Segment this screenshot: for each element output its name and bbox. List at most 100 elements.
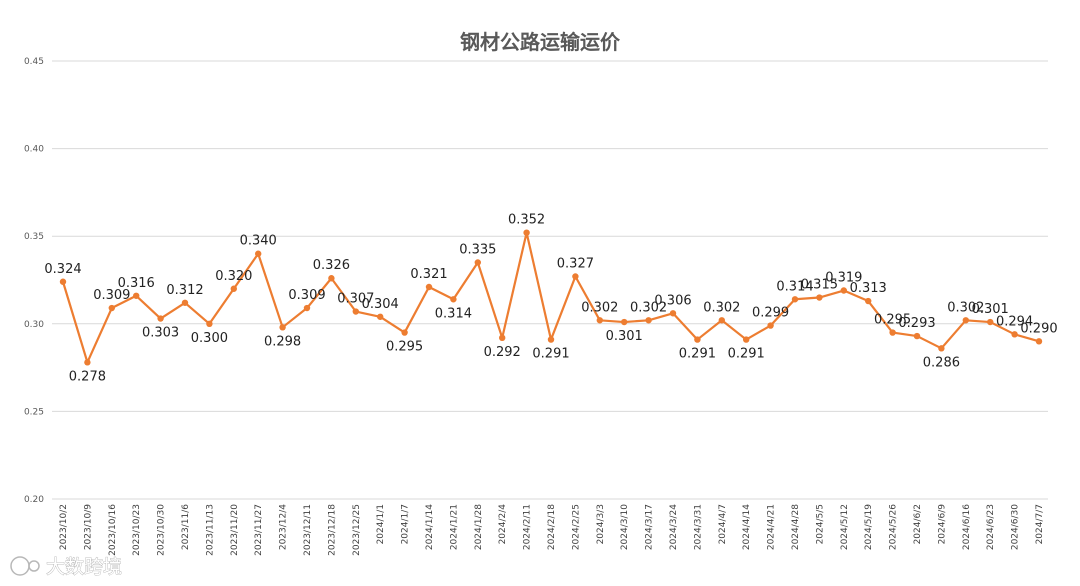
data-label: 0.314 <box>435 306 472 321</box>
data-label: 0.278 <box>69 369 106 384</box>
x-tick-label: 2023/12/4 <box>279 504 289 550</box>
x-tick-label: 2024/4/7 <box>718 504 728 544</box>
data-point <box>743 336 750 343</box>
data-point <box>352 308 359 315</box>
y-tick-label: 0.20 <box>24 495 44 505</box>
data-label: 0.320 <box>215 269 252 284</box>
data-label: 0.303 <box>142 326 179 341</box>
y-tick-label: 0.25 <box>24 407 44 417</box>
x-tick-label: 2024/1/14 <box>425 504 435 550</box>
x-tick-label: 2024/4/14 <box>742 504 752 550</box>
data-point <box>1011 331 1018 338</box>
data-label: 0.324 <box>44 262 81 277</box>
x-tick-label: 2024/7/7 <box>1035 504 1045 544</box>
x-tick-label: 2024/1/1 <box>376 504 386 544</box>
x-tick-label: 2024/3/24 <box>669 504 679 550</box>
data-point <box>840 287 847 294</box>
data-labels: 0.3240.2780.3090.3160.3030.3120.3000.320… <box>44 213 1057 385</box>
x-tick-label: 2024/4/28 <box>791 504 801 550</box>
data-label: 0.313 <box>850 281 887 296</box>
x-tick-label: 2024/5/12 <box>840 504 850 550</box>
data-point <box>59 278 67 285</box>
data-point <box>255 250 262 257</box>
chart-title: 钢材公路运输运价 <box>460 30 621 54</box>
x-tick-label: 2024/6/9 <box>937 504 947 545</box>
data-point <box>596 317 603 324</box>
y-axis: 0.20 0.25 0.30 0.35 0.40 0.45 <box>24 57 1048 505</box>
data-point <box>279 324 286 331</box>
x-tick-label: 2023/11/27 <box>254 504 264 556</box>
data-label: 0.290 <box>1020 321 1057 336</box>
x-tick-label: 2024/5/5 <box>815 504 825 544</box>
data-point <box>718 317 725 324</box>
data-point <box>987 318 994 326</box>
x-tick-label: 2023/11/6 <box>181 504 191 550</box>
data-point <box>889 329 896 336</box>
data-label: 0.309 <box>93 288 130 303</box>
y-tick-label: 0.30 <box>24 320 44 330</box>
x-tick-label: 2023/11/13 <box>205 504 215 556</box>
data-point <box>328 275 335 282</box>
data-label: 0.327 <box>557 256 594 271</box>
data-label: 0.302 <box>947 300 984 315</box>
data-label: 0.286 <box>923 355 960 370</box>
data-label: 0.335 <box>459 242 496 257</box>
x-tick-label: 2023/12/25 <box>352 504 362 556</box>
data-point <box>499 334 506 342</box>
data-point <box>621 318 628 326</box>
x-tick-label: 2023/10/16 <box>108 504 118 556</box>
data-label: 0.299 <box>752 306 789 321</box>
data-point <box>645 317 652 324</box>
x-tick-label: 2024/3/17 <box>645 504 655 550</box>
data-point <box>938 345 945 352</box>
data-label: 0.295 <box>386 340 423 355</box>
data-point <box>84 359 91 366</box>
x-tick-label: 2023/10/2 <box>59 504 69 550</box>
watermark-logo-icon <box>10 556 30 576</box>
watermark: 大数跨境 <box>10 556 122 578</box>
data-point <box>450 296 457 303</box>
x-tick-label: 2024/2/4 <box>498 504 508 545</box>
data-label: 0.307 <box>337 292 374 307</box>
y-tick-label: 0.35 <box>24 232 44 242</box>
x-tick-label: 2024/6/16 <box>962 504 972 550</box>
x-tick-label: 2023/11/20 <box>230 504 240 556</box>
data-label: 0.309 <box>288 288 325 303</box>
data-point <box>694 336 701 343</box>
x-tick-label: 2024/1/7 <box>401 504 411 544</box>
x-tick-label: 2023/12/18 <box>327 504 337 556</box>
y-tick-label: 0.45 <box>24 57 44 67</box>
data-point <box>865 297 872 305</box>
watermark-text: 大数跨境 <box>46 556 122 578</box>
x-axis: 2023/10/2 2023/10/9 2023/10/16 2023/10/23 20… <box>59 504 1045 556</box>
x-tick-label: 2024/5/26 <box>889 504 899 550</box>
data-label: 0.304 <box>362 297 399 312</box>
data-point <box>206 320 213 327</box>
data-point <box>303 304 311 312</box>
data-point <box>669 310 677 317</box>
data-label: 0.352 <box>508 213 545 228</box>
data-point <box>572 273 579 280</box>
data-point <box>523 229 530 236</box>
data-point <box>377 313 384 320</box>
data-point <box>230 285 237 292</box>
data-label: 0.312 <box>166 283 203 298</box>
data-point <box>474 259 481 266</box>
data-label: 0.302 <box>630 300 667 315</box>
data-label: 0.302 <box>581 300 618 315</box>
data-point <box>401 329 408 336</box>
data-point <box>157 315 164 322</box>
series-steel-freight-rate <box>59 229 1043 366</box>
x-tick-label: 2024/6/2 <box>913 504 923 544</box>
data-label: 0.302 <box>703 300 740 315</box>
data-point <box>1035 338 1043 345</box>
data-label: 0.294 <box>996 314 1033 329</box>
data-label: 0.301 <box>606 329 643 344</box>
watermark-logo-dot-icon <box>28 560 40 572</box>
data-point <box>962 317 969 324</box>
data-label: 0.291 <box>532 347 569 362</box>
data-label: 0.314 <box>776 279 813 294</box>
data-point <box>108 304 116 312</box>
data-label: 0.316 <box>118 276 155 291</box>
